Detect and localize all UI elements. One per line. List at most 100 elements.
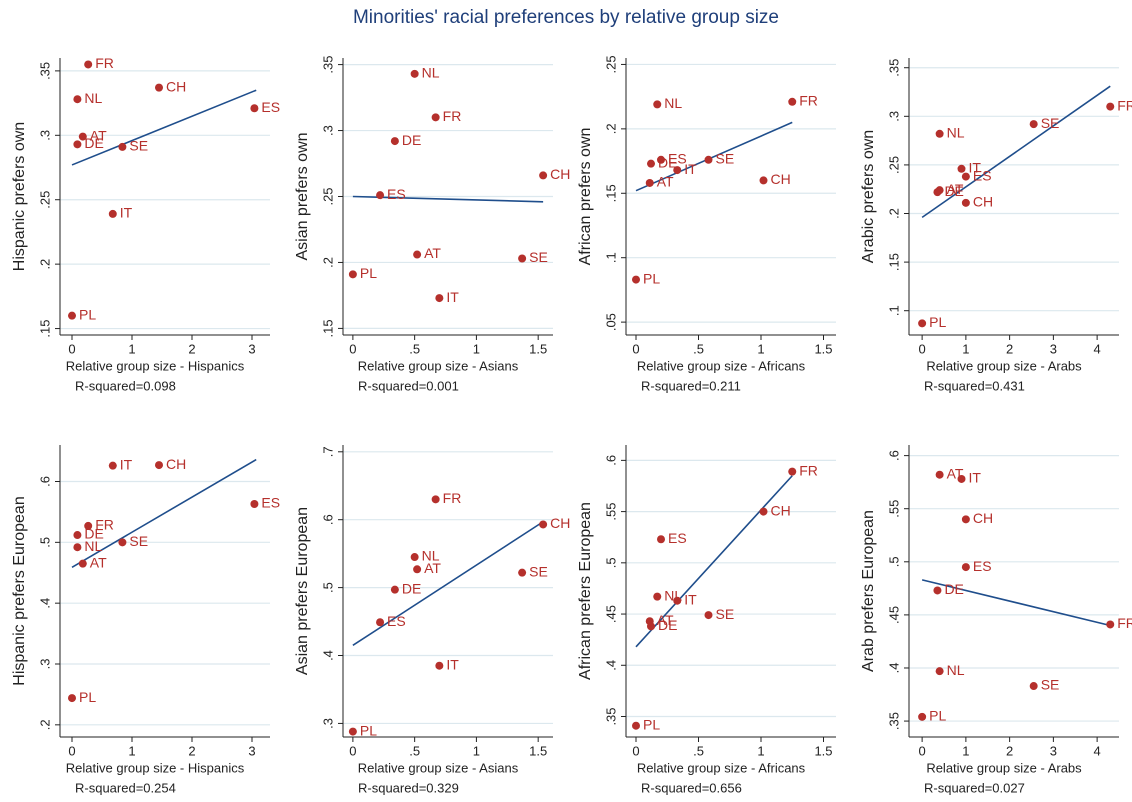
y-tick-label: .55 xyxy=(886,500,901,518)
point-label: AT xyxy=(947,181,964,197)
point xyxy=(935,470,944,479)
point xyxy=(1029,120,1038,129)
point-label: DE xyxy=(944,581,963,597)
y-tick-label: .3 xyxy=(37,659,52,670)
y-tick-label: .35 xyxy=(37,62,52,80)
point xyxy=(413,565,422,574)
point-label: PL xyxy=(79,689,96,705)
point xyxy=(518,568,527,577)
point xyxy=(657,155,665,164)
point xyxy=(647,622,655,631)
x-axis-title: Relative group size - Hispanics xyxy=(66,358,245,373)
y-tick-label: .7 xyxy=(320,446,335,457)
point xyxy=(645,178,654,187)
point-label: ES xyxy=(973,167,992,183)
point xyxy=(788,97,797,106)
x-tick-label: 1 xyxy=(757,743,764,758)
point xyxy=(390,585,399,594)
x-axis-title: Relative group size - Arabs xyxy=(926,760,1082,775)
x-tick-label: 1 xyxy=(962,341,969,356)
x-tick-label: 0 xyxy=(919,341,926,356)
x-tick-label: 1.5 xyxy=(529,743,547,758)
point xyxy=(155,83,163,92)
point-label: FR xyxy=(799,93,818,109)
point xyxy=(376,618,385,627)
x-tick-label: 4 xyxy=(1094,743,1101,758)
y-tick-label: .05 xyxy=(603,313,618,331)
point-label: AT xyxy=(424,245,441,261)
x-axis-title: Relative group size - Arabs xyxy=(926,358,1082,373)
point xyxy=(78,559,87,568)
point-label: PL xyxy=(643,270,660,286)
point xyxy=(431,113,440,122)
y-axis-title: Arabic prefers own xyxy=(860,130,877,263)
point-label: CH xyxy=(973,194,993,210)
x-tick-label: 1.5 xyxy=(529,341,547,356)
x-tick-label: 0 xyxy=(632,341,639,356)
r-squared: R-squared=0.431 xyxy=(924,378,1025,393)
point xyxy=(647,159,655,168)
y-tick-label: .35 xyxy=(886,712,901,730)
point-label: DE xyxy=(402,132,421,148)
point xyxy=(73,531,82,540)
y-tick-label: .45 xyxy=(886,606,901,624)
point-label: CH xyxy=(771,502,791,518)
point-label: FR xyxy=(95,517,114,533)
point-label: ES xyxy=(387,186,406,202)
y-tick-label: .25 xyxy=(886,156,901,174)
point xyxy=(918,712,927,721)
point-label: CH xyxy=(973,510,993,526)
point-label: FR xyxy=(443,490,462,506)
point xyxy=(250,500,259,509)
x-tick-label: .5 xyxy=(409,341,420,356)
y-tick-label: .3 xyxy=(886,111,901,122)
y-tick-label: .6 xyxy=(37,476,52,487)
point xyxy=(673,596,682,605)
point xyxy=(961,563,970,572)
point-label: IT xyxy=(684,591,697,607)
x-tick-label: 1 xyxy=(473,341,480,356)
point-label: CH xyxy=(550,166,570,182)
point xyxy=(390,137,399,146)
point-label: SE xyxy=(129,533,148,549)
point-label: CH xyxy=(550,515,570,531)
y-tick-label: .5 xyxy=(37,537,52,548)
y-tick-label: .1 xyxy=(886,305,901,316)
x-axis-title: Relative group size - Africans xyxy=(637,358,806,373)
point-label: NL xyxy=(84,90,102,106)
y-tick-label: .2 xyxy=(320,257,335,268)
x-tick-label: .5 xyxy=(693,743,704,758)
r-squared: R-squared=0.001 xyxy=(358,378,459,393)
y-tick-label: .1 xyxy=(603,252,618,263)
x-tick-label: 3 xyxy=(248,341,255,356)
point-label: IT xyxy=(684,161,697,177)
point xyxy=(704,611,713,620)
point xyxy=(431,495,440,504)
fit-line xyxy=(352,195,544,203)
x-tick-label: 1.5 xyxy=(814,341,832,356)
x-tick-label: 0 xyxy=(349,341,356,356)
y-tick-label: .3 xyxy=(320,125,335,136)
point xyxy=(539,171,548,180)
point xyxy=(961,172,970,181)
y-tick-label: .55 xyxy=(603,503,618,521)
point xyxy=(933,586,942,595)
y-tick-label: .5 xyxy=(603,557,618,568)
point-label: NL xyxy=(664,95,682,111)
point-label: ES xyxy=(668,150,687,166)
point-label: ES xyxy=(261,495,280,511)
x-tick-label: 0 xyxy=(68,743,75,758)
point-label: NL xyxy=(84,538,102,554)
y-tick-label: .2 xyxy=(37,719,52,730)
point xyxy=(1029,682,1038,691)
x-tick-label: 3 xyxy=(1050,341,1057,356)
y-tick-label: .4 xyxy=(603,660,618,671)
point-label: PL xyxy=(929,314,946,330)
y-tick-label: .5 xyxy=(886,556,901,567)
x-axis-title: Relative group size - Hispanics xyxy=(66,760,245,775)
y-tick-label: .4 xyxy=(37,598,52,609)
x-axis-title: Relative group size - Africans xyxy=(637,760,806,775)
point-label: NL xyxy=(947,662,965,678)
point-label: CH xyxy=(771,171,791,187)
fit-line xyxy=(71,458,257,568)
